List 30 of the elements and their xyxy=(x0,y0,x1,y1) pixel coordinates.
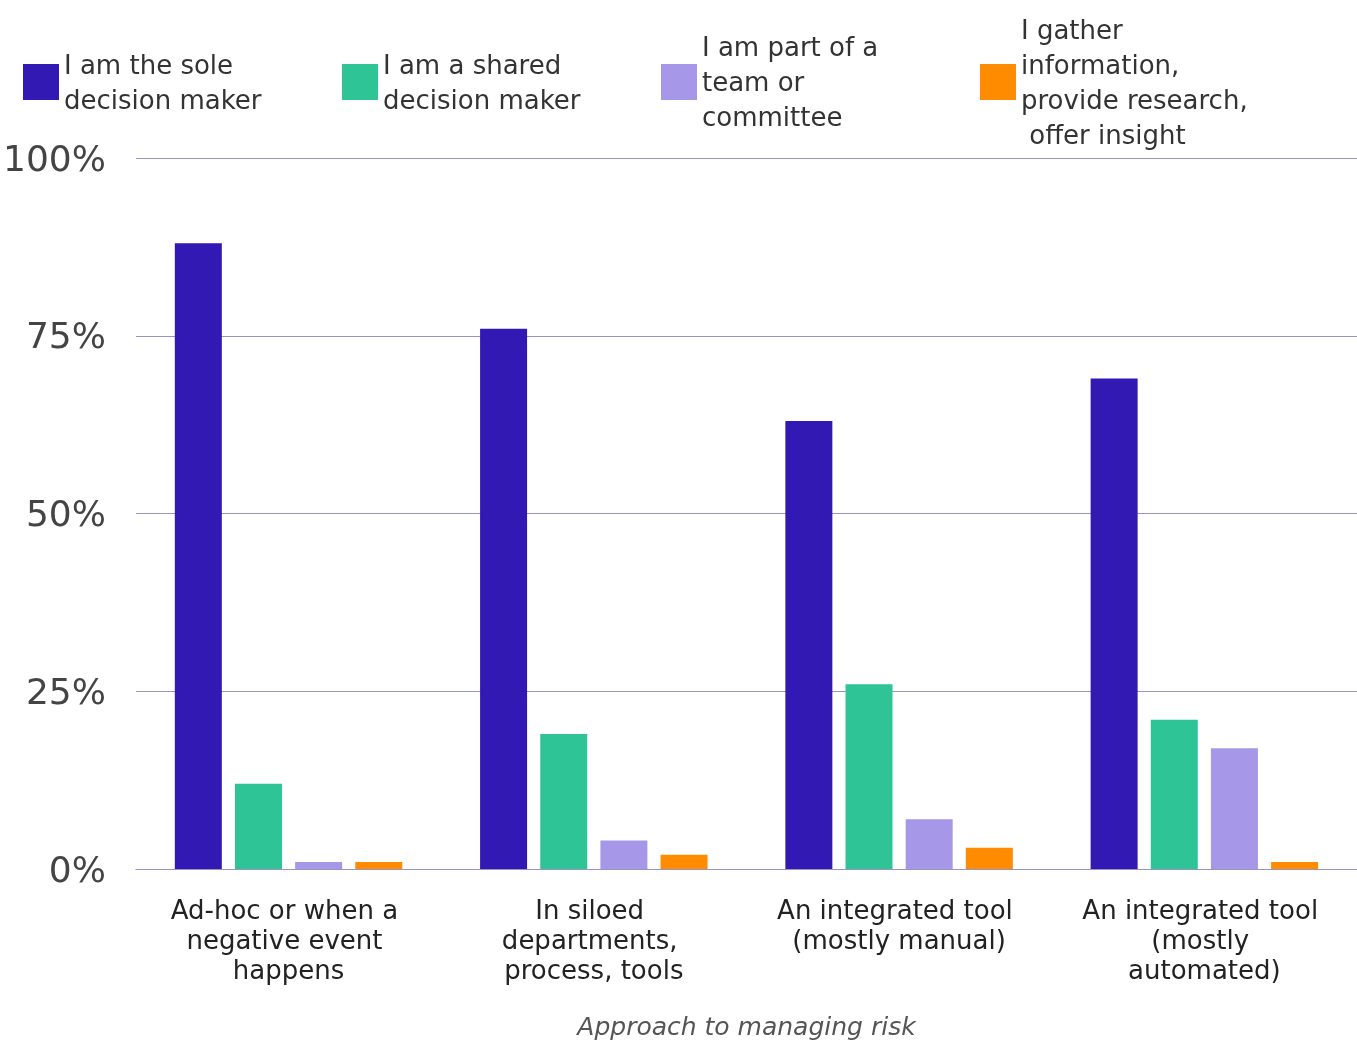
bar xyxy=(785,421,833,869)
legend-label: I am a shared decision maker xyxy=(383,49,581,115)
legend-label: I am the sole decision maker xyxy=(64,49,262,115)
y-tick-label: 75% xyxy=(25,315,106,357)
bar xyxy=(1150,719,1198,869)
y-tick-label: 25% xyxy=(25,670,106,712)
bar xyxy=(295,861,343,869)
legend-label: I gather information, provide research, offer insight xyxy=(1021,14,1248,150)
bar xyxy=(1210,748,1258,869)
bar xyxy=(660,854,708,869)
legend-label: I am part of a team or committee xyxy=(702,32,887,132)
y-tick-label: 100% xyxy=(3,137,106,179)
bar xyxy=(540,733,588,869)
bar xyxy=(1090,378,1138,869)
bar xyxy=(1271,861,1319,869)
y-tick-label: 0% xyxy=(48,848,106,890)
y-tick-label: 50% xyxy=(25,493,106,534)
bar xyxy=(845,684,893,869)
bar xyxy=(174,243,222,869)
x-tick-label: An integrated tool (mostly automated) xyxy=(1082,895,1327,985)
x-tick-label: In siloed departments, process, tools xyxy=(501,895,686,985)
bar xyxy=(355,861,403,869)
x-axis-title: Approach to managing risk xyxy=(575,1012,918,1041)
bar xyxy=(600,840,648,869)
bar xyxy=(965,847,1013,869)
x-tick-label: Ad-hoc or when a negative event happens xyxy=(170,895,407,985)
bar xyxy=(234,783,282,869)
x-tick-label: An integrated tool (mostly manual) xyxy=(777,895,1022,955)
bar xyxy=(905,819,953,869)
bar xyxy=(480,328,528,869)
